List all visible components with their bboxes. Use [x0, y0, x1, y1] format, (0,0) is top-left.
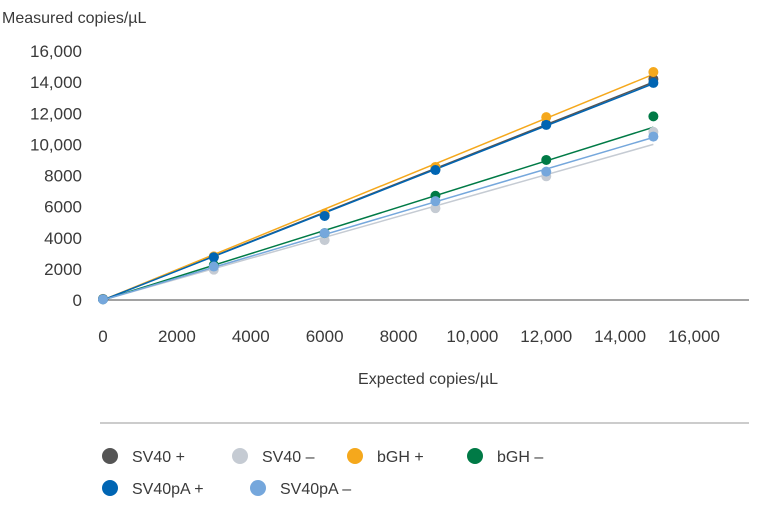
y-tick-label: 12,000: [30, 104, 82, 123]
trend-line-sv40-minus: [102, 143, 654, 301]
x-tick-label: 14,000: [594, 327, 646, 346]
x-tick-label: 6000: [306, 327, 344, 346]
legend-marker: [347, 448, 363, 464]
y-tick-label: 8000: [44, 167, 82, 186]
data-point-sv40pa-minus: [648, 131, 659, 142]
legend-label: SV40pA –: [280, 481, 351, 498]
y-tick-label: 10,000: [30, 135, 82, 154]
data-point-bgh-plus: [648, 67, 659, 78]
legend-label: SV40 –: [262, 449, 315, 466]
y-tick-label: 6000: [44, 198, 82, 217]
legend-label: SV40 +: [132, 449, 185, 466]
data-point-sv40pa-plus: [319, 210, 330, 221]
x-tick-label: 0: [98, 327, 107, 346]
y-tick-label: 4000: [44, 229, 82, 248]
trend-line-sv40pa-minus: [102, 136, 654, 301]
data-point-bgh-minus: [648, 111, 659, 122]
data-point-bgh-plus: [541, 112, 552, 123]
data-point-sv40pa-minus: [208, 261, 219, 272]
legend-label: bGH –: [497, 449, 543, 466]
data-point-bgh-minus: [541, 154, 552, 165]
trend-line-bgh-minus: [102, 126, 654, 301]
x-tick-label: 2000: [158, 327, 196, 346]
data-point-sv40pa-minus: [430, 196, 441, 207]
trend-line-sv40pa-plus: [102, 82, 654, 301]
data-point-sv40pa-plus: [208, 252, 219, 263]
legend-label: bGH +: [377, 449, 424, 466]
x-tick-label: 4000: [232, 327, 270, 346]
x-tick-label: 16,000: [668, 327, 720, 346]
y-tick-label: 16,000: [30, 42, 82, 61]
legend: SV40 + SV40 – bGH + bGH – SV40pA + SV40pA –: [102, 448, 543, 498]
data-point-sv40pa-plus: [648, 77, 659, 88]
legend-marker: [102, 480, 118, 496]
legend-marker: [250, 480, 266, 496]
y-tick-label: 14,000: [30, 73, 82, 92]
data-point-sv40-minus: [319, 235, 330, 246]
legend-marker: [232, 448, 248, 464]
y-tick-label: 2000: [44, 260, 82, 279]
data-point-sv40pa-minus: [319, 228, 330, 239]
legend-label: SV40pA +: [132, 481, 204, 498]
y-tick-label: 0: [73, 291, 82, 310]
legend-marker: [467, 448, 483, 464]
x-tick-label: 10,000: [446, 327, 498, 346]
data-point-sv40pa-plus: [541, 119, 552, 130]
x-tick-label: 12,000: [520, 327, 572, 346]
trend-line-bgh-plus: [102, 73, 654, 301]
data-point-sv40pa-minus: [541, 166, 552, 177]
data-point-sv40pa-minus: [98, 294, 108, 305]
data-point-sv40-minus: [430, 203, 441, 214]
x-axis-title: Expected copies/µL: [358, 371, 498, 388]
y-axis-title: Measured copies/µL: [2, 10, 147, 27]
x-tick-label: 8000: [380, 327, 418, 346]
data-point-sv40pa-plus: [430, 165, 441, 176]
legend-marker: [102, 448, 118, 464]
